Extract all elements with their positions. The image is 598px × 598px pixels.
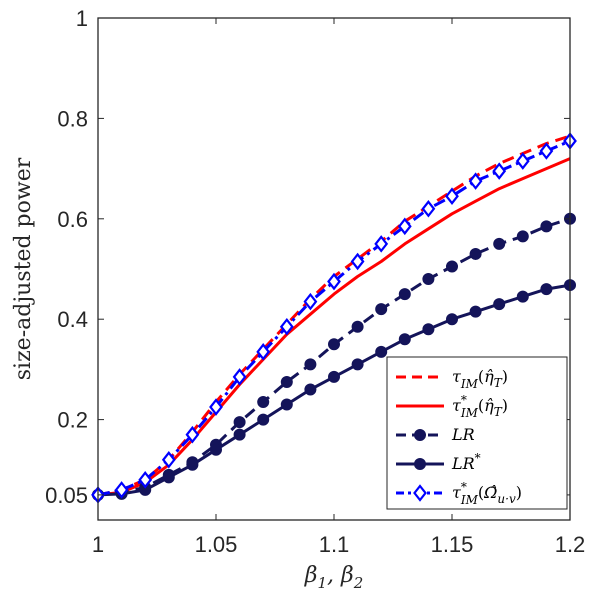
series-4-point — [469, 305, 482, 318]
series-4-point — [422, 323, 435, 336]
series-5-point — [397, 217, 412, 236]
x-tick-label: 1.1 — [319, 532, 350, 557]
series-3-point — [233, 416, 246, 429]
y-tick-label: 1 — [76, 6, 88, 31]
series-5-point — [468, 172, 483, 190]
series-4-point — [162, 471, 175, 484]
series-5-point — [327, 272, 341, 291]
series-3-point — [516, 230, 529, 243]
x-tick-label: 1.2 — [555, 532, 586, 557]
x-tick-label: 1 — [92, 532, 104, 557]
series-5-point — [209, 398, 223, 416]
series-5-point — [138, 471, 153, 489]
series-5-point — [374, 235, 389, 253]
series-5-point — [492, 162, 507, 180]
series-3-point — [375, 303, 388, 316]
series-4-point — [540, 283, 553, 296]
series-3-point — [304, 358, 317, 371]
series-4-point — [516, 290, 529, 303]
x-tick-label: 1.15 — [431, 532, 474, 557]
legend-marker-4 — [414, 458, 426, 470]
series-4-point — [446, 313, 458, 326]
series-4-point — [493, 298, 506, 311]
series-3-point — [398, 288, 411, 301]
series-5-point — [114, 481, 129, 499]
series-3-point — [422, 273, 435, 286]
y-tick-label: 0.6 — [57, 207, 88, 232]
series-4-point — [210, 443, 222, 456]
series-4-point — [304, 383, 317, 396]
series-5-point — [515, 152, 530, 170]
legend-label-4: LR* — [451, 451, 481, 473]
series-4-point — [280, 398, 293, 411]
series-3-point — [540, 220, 553, 233]
series-3-point — [351, 320, 364, 333]
series-4-point — [328, 370, 340, 383]
legend: τIM(η̂T)τ* IM(η̂T) LR LR* τ* IM(Ω̂u·v) — [386, 356, 568, 510]
series-3-point — [493, 237, 506, 250]
legend-label-5: τ* IM(Ω̂u·v) — [452, 480, 522, 507]
y-axis-label: size-adjusted power — [11, 157, 36, 380]
series-3-point — [257, 396, 270, 409]
series-5-point — [161, 450, 176, 469]
series-4-point — [186, 458, 199, 471]
series-5-point — [279, 317, 294, 336]
series-3-point — [469, 247, 482, 260]
series-line-5 — [98, 139, 570, 497]
series-4-point — [398, 333, 411, 346]
series-3-point — [446, 260, 458, 273]
legend-label-2: τ* IM(η̂T) — [452, 393, 508, 420]
series-5-point — [539, 142, 554, 160]
legend-marker-3 — [414, 429, 426, 441]
series-4-point — [351, 358, 364, 371]
series-5-point — [256, 343, 271, 361]
series-5-point — [185, 425, 200, 444]
series-5-point — [232, 368, 247, 386]
series-5-point — [445, 187, 459, 205]
series-3-point — [280, 375, 293, 388]
y-tick-label: 0.4 — [57, 307, 88, 332]
series-4-point — [233, 428, 246, 441]
y-tick-label: 0.8 — [57, 106, 88, 131]
series-4-point — [257, 413, 270, 426]
legend-label-3: LR — [451, 425, 475, 444]
x-tick-label: 1.05 — [195, 532, 238, 557]
series-5-point — [350, 252, 365, 271]
x-axis-label: β1, β2 — [304, 563, 364, 592]
series-line-2 — [98, 157, 570, 497]
series-3-point — [328, 338, 340, 351]
series-4-point — [375, 345, 388, 358]
series-5-point — [421, 199, 436, 218]
legend-label-1: τIM(η̂T) — [452, 367, 508, 391]
y-tick-label: 0.05 — [45, 483, 88, 508]
series-5-point — [303, 292, 318, 311]
y-tick-label: 0.2 — [57, 408, 88, 433]
legend-marker-5 — [413, 484, 427, 502]
